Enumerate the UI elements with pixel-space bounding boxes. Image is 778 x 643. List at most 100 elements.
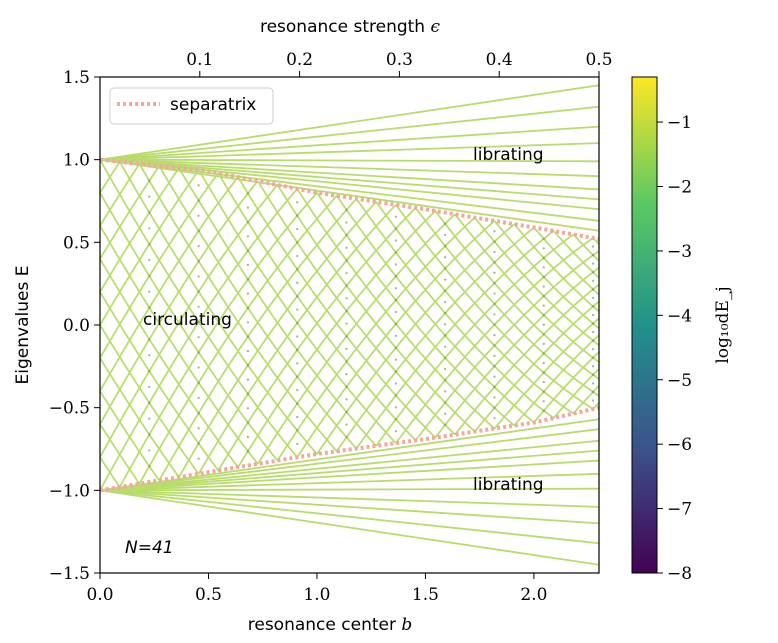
legend: separatrix	[109, 87, 274, 125]
crossing-point	[345, 423, 348, 426]
crossing-point	[246, 192, 250, 195]
circulating-line	[100, 206, 599, 472]
crossing-point	[591, 288, 595, 291]
crossing-point	[345, 322, 348, 325]
librating-line	[100, 449, 599, 492]
crossing-point	[542, 323, 545, 326]
crossing-point	[148, 354, 151, 357]
crossing-point	[197, 275, 200, 278]
crossing-point	[246, 364, 250, 367]
crossing-point	[296, 442, 299, 445]
crossing-point	[493, 344, 496, 347]
crossing-point	[444, 245, 447, 248]
top-tick-label: 0.2	[286, 50, 313, 70]
circulating-line	[100, 192, 599, 461]
crossing-point	[296, 321, 299, 325]
crossing-point	[148, 401, 151, 404]
crossing-point	[197, 184, 200, 187]
crossing-point	[296, 348, 299, 351]
crossing-point	[394, 275, 397, 278]
crossing-point	[493, 406, 496, 409]
crossing-point	[542, 237, 545, 240]
crossing-point	[444, 379, 447, 382]
crossing-point	[591, 373, 595, 376]
y-axis-ticks: −1.5 −1.0 −0.5 0.0 0.5 1.0 1.5	[49, 68, 100, 584]
x-tick-label: 0.0	[86, 585, 113, 605]
librating-line	[100, 489, 599, 566]
crossing-point	[493, 354, 496, 357]
librating-line	[100, 459, 599, 492]
crossing-point	[148, 465, 151, 468]
crossing-point	[296, 295, 299, 298]
crossing-point	[148, 179, 151, 182]
crossing-point	[296, 227, 299, 231]
crossing-point	[444, 233, 447, 237]
librating-line	[100, 439, 599, 492]
librating-line	[100, 158, 599, 232]
annotation-n-label: N=41	[125, 538, 174, 558]
crossing-point	[197, 320, 200, 324]
crossing-point	[148, 449, 151, 452]
circulating-line	[100, 213, 599, 465]
crossing-point	[394, 287, 397, 290]
crossing-point	[148, 417, 151, 420]
top-axis-ticks: 0.1 0.2 0.3 0.4 0.5	[186, 50, 613, 77]
colorbar-tick-label: −2	[667, 178, 692, 198]
circulating-line	[100, 171, 599, 442]
crossing-point	[296, 241, 299, 244]
circulating-line	[100, 204, 599, 475]
crossing-point	[542, 390, 545, 393]
crossing-point	[493, 230, 496, 233]
crossing-point	[493, 333, 496, 337]
circulating-line	[100, 184, 599, 458]
crossing-point	[394, 227, 397, 230]
annotation-librating-bottom: librating	[473, 475, 544, 495]
crossing-point	[148, 258, 151, 262]
crossing-point	[394, 239, 397, 242]
crossing-point	[345, 360, 348, 363]
crossing-point	[493, 250, 496, 254]
crossing-point	[591, 262, 595, 265]
crossing-point	[345, 246, 348, 249]
crossing-point	[148, 195, 151, 198]
crossing-point	[444, 267, 447, 270]
top-tick-label: 0.5	[585, 50, 612, 70]
x-tick-label: 0.5	[195, 585, 222, 605]
crossing-point	[444, 256, 447, 259]
librating-line	[100, 472, 599, 492]
crossing-point	[345, 410, 348, 414]
crossing-point	[197, 442, 200, 445]
circulating-line	[100, 201, 599, 478]
colorbar-ticks: −1 −2 −3 −4 −5 −6 −7 −8	[657, 113, 692, 584]
crossing-point	[493, 282, 496, 285]
crossing-point	[246, 278, 250, 281]
colorbar-label: log₁₀dE_j	[713, 286, 733, 363]
crossing-point	[197, 366, 200, 369]
crossing-point	[345, 297, 348, 300]
crossing-point	[394, 358, 397, 361]
crossing-point	[591, 348, 595, 351]
top-tick-label: 0.4	[486, 50, 513, 70]
crossing-point	[197, 305, 200, 308]
crossing-point	[197, 427, 200, 430]
crossing-point	[246, 435, 250, 438]
crossing-point	[148, 274, 151, 278]
librating-line	[100, 158, 599, 191]
crossing-point	[493, 240, 496, 243]
librating-line	[100, 489, 599, 545]
crossing-point	[394, 370, 397, 373]
crossing-point	[493, 385, 496, 389]
crossing-point	[246, 249, 250, 252]
circulating-line	[100, 167, 599, 446]
crossing-point	[345, 385, 348, 388]
annotation-librating-top: librating	[473, 145, 544, 165]
crossing-point	[197, 396, 200, 399]
librating-line	[100, 142, 599, 161]
crossing-point	[246, 349, 250, 353]
crossing-point	[394, 418, 397, 421]
crossing-point	[493, 261, 496, 264]
y-tick-label: −1.0	[49, 481, 90, 501]
crossing-point	[345, 335, 348, 338]
crossing-point	[394, 310, 397, 314]
